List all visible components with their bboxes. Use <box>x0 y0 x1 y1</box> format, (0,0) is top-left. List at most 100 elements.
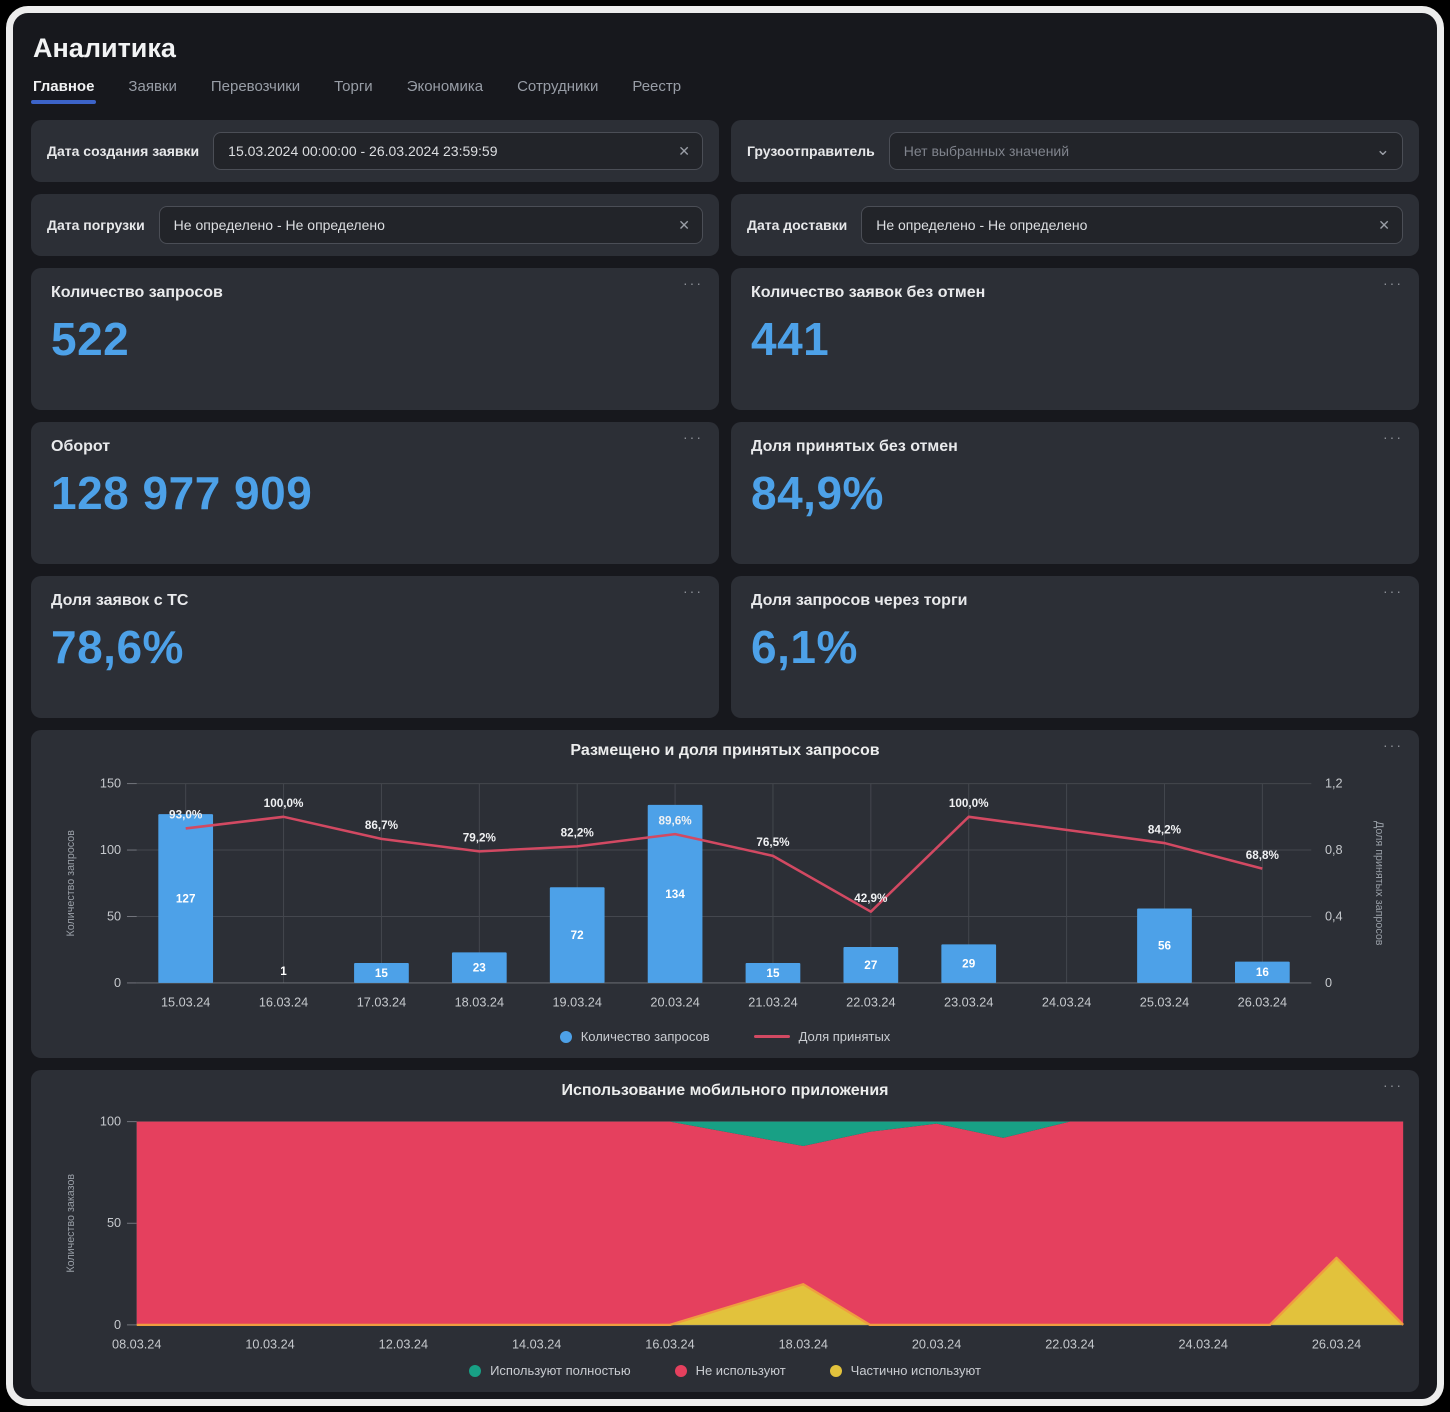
chart-mobile-usage-card: ··· Использование мобильного приложения … <box>31 1070 1419 1393</box>
svg-text:100: 100 <box>100 843 121 857</box>
svg-text:68,8%: 68,8% <box>1246 849 1280 862</box>
chevron-down-icon[interactable]: ⌄ <box>1375 140 1390 159</box>
kpi-value: 522 <box>51 313 130 365</box>
kpi-title: Количество заявок без отмен <box>751 284 986 301</box>
kebab-menu-icon[interactable]: ··· <box>1383 429 1403 445</box>
chart-requests-svg: 0 0 50 0,4 100 0,8 150 1,2 127 1 15 23 72 134 15 27 29 56… <box>39 766 1411 1023</box>
svg-text:29: 29 <box>962 958 976 971</box>
kebab-menu-icon[interactable]: ··· <box>683 275 703 291</box>
clear-icon[interactable]: ✕ <box>1378 217 1390 233</box>
kebab-menu-icon[interactable]: ··· <box>1383 1077 1403 1094</box>
filter-shipper-field[interactable]: ⌄ <box>888 132 1403 170</box>
svg-text:100,0%: 100,0% <box>264 797 304 810</box>
filters-row-2: Дата погрузки ✕ Дата доставки ✕ <box>31 194 1419 256</box>
svg-text:1,2: 1,2 <box>1325 776 1343 790</box>
filter-delivery-date: Дата доставки ✕ <box>731 194 1419 256</box>
svg-text:0,4: 0,4 <box>1325 909 1343 923</box>
svg-text:Доля принятых запросов: Доля принятых запросов <box>1373 821 1385 946</box>
chart-mobile-usage-svg: 0 50 100 08.03.24 10.03.24 12.03.24 14.03.24 16… <box>39 1106 1411 1357</box>
loading-date-input[interactable] <box>171 216 666 234</box>
tab-zayavki[interactable]: Заявки <box>128 78 177 95</box>
filter-shipper: Грузоотправитель ⌄ <box>731 120 1419 182</box>
svg-text:127: 127 <box>176 892 196 905</box>
legend-dot-icon <box>559 1030 572 1043</box>
legend-label: Частично используют <box>850 1363 981 1379</box>
tab-torgi[interactable]: Торги <box>334 78 373 95</box>
delivery-date-input[interactable] <box>874 216 1366 234</box>
filters-row-1: Дата создания заявки ✕ Грузоотправитель … <box>31 120 1419 182</box>
tab-perevozchiki[interactable]: Перевозчики <box>210 78 301 95</box>
svg-text:17.03.24: 17.03.24 <box>357 995 406 1009</box>
svg-text:22.03.24: 22.03.24 <box>846 995 895 1009</box>
svg-text:21.03.24: 21.03.24 <box>748 995 797 1009</box>
kebab-menu-icon[interactable]: ··· <box>683 429 703 445</box>
tab-sotrudniki[interactable]: Сотрудники <box>517 78 599 95</box>
legend-label: Количество запросов <box>580 1029 710 1045</box>
filter-loading-date-field[interactable]: ✕ <box>158 206 703 244</box>
svg-text:1: 1 <box>280 965 287 978</box>
tab-bar: Главное Заявки Перевозчики Торги Экономи… <box>30 78 1417 104</box>
legend-line-icon <box>753 1035 790 1039</box>
app-window: Аналитика Главное Заявки Перевозчики Тор… <box>6 6 1444 1406</box>
svg-text:82,2%: 82,2% <box>561 827 595 840</box>
legend-dot-icon <box>674 1364 687 1377</box>
filter-creation-date-field[interactable]: ✕ <box>213 132 703 170</box>
legend-item-no-use[interactable]: Не используют <box>674 1363 786 1379</box>
svg-text:93,0%: 93,0% <box>169 809 203 822</box>
svg-text:12.03.24: 12.03.24 <box>379 1337 428 1351</box>
filter-loading-date: Дата погрузки ✕ <box>31 194 719 256</box>
svg-text:100: 100 <box>100 1115 121 1129</box>
svg-text:24.03.24: 24.03.24 <box>1179 1337 1228 1351</box>
clear-icon[interactable]: ✕ <box>678 143 690 159</box>
svg-text:18.03.24: 18.03.24 <box>779 1337 828 1351</box>
kpi-value: 441 <box>751 313 830 365</box>
kpi-auction-share: ··· Доля запросов через торги 6,1% <box>731 576 1419 718</box>
svg-text:16.03.24: 16.03.24 <box>259 995 308 1009</box>
filter-delivery-date-field[interactable]: ✕ <box>861 206 1403 244</box>
svg-text:27: 27 <box>864 959 877 972</box>
svg-text:19.03.24: 19.03.24 <box>553 995 602 1009</box>
tab-glavnoe[interactable]: Главное <box>30 78 97 104</box>
legend-dot-icon <box>469 1364 482 1377</box>
kpi-turnover: ··· Оборот 128 977 909 <box>31 422 719 564</box>
creation-date-input[interactable] <box>226 142 666 160</box>
svg-text:20.03.24: 20.03.24 <box>650 995 699 1009</box>
svg-text:89,6%: 89,6% <box>658 814 692 827</box>
kpi-title: Доля запросов через торги <box>751 592 968 609</box>
svg-text:24.03.24: 24.03.24 <box>1042 995 1091 1009</box>
kebab-menu-icon[interactable]: ··· <box>1383 737 1403 753</box>
svg-text:16: 16 <box>1256 966 1270 979</box>
legend-item-accepted[interactable]: Доля принятых <box>753 1029 891 1045</box>
shipper-select[interactable] <box>901 142 1366 160</box>
chart-requests-legend: Количество запросов Доля принятых <box>39 1023 1411 1054</box>
tab-ekonomika[interactable]: Экономика <box>406 78 484 95</box>
legend-item-partial-use[interactable]: Частично используют <box>829 1363 981 1379</box>
filter-shipper-label: Грузоотправитель <box>747 143 875 159</box>
kpi-title: Количество запросов <box>51 284 223 301</box>
svg-text:20.03.24: 20.03.24 <box>912 1337 961 1351</box>
legend-label: Доля принятых <box>798 1029 891 1045</box>
svg-text:79,2%: 79,2% <box>463 832 497 845</box>
filter-loading-date-label: Дата погрузки <box>47 217 145 233</box>
kebab-menu-icon[interactable]: ··· <box>1383 583 1403 599</box>
svg-text:84,2%: 84,2% <box>1148 823 1182 836</box>
legend-item-requests[interactable]: Количество запросов <box>559 1029 710 1045</box>
svg-text:26.03.24: 26.03.24 <box>1238 995 1287 1009</box>
kebab-menu-icon[interactable]: ··· <box>1383 275 1403 291</box>
kpi-orders-no-cancel: ··· Количество заявок без отмен 441 <box>731 268 1419 410</box>
kebab-menu-icon[interactable]: ··· <box>683 583 703 599</box>
tab-reestr[interactable]: Реестр <box>632 78 682 95</box>
chart-mobile-usage-legend: Используют полностью Не используют Части… <box>39 1357 1411 1388</box>
legend-item-full-use[interactable]: Используют полностью <box>469 1363 631 1378</box>
analytics-page: Аналитика Главное Заявки Перевозчики Тор… <box>13 13 1437 1399</box>
chart-requests-title: Размещено и доля принятых запросов <box>570 742 880 759</box>
legend-label: Не используют <box>695 1363 786 1379</box>
kpi-value: 84,9% <box>751 467 884 519</box>
svg-text:15.03.24: 15.03.24 <box>161 995 210 1009</box>
legend-dot-icon <box>829 1364 842 1377</box>
svg-text:26.03.24: 26.03.24 <box>1312 1337 1361 1351</box>
kpi-title: Доля принятых без отмен <box>751 438 958 455</box>
filter-delivery-date-label: Дата доставки <box>747 217 848 233</box>
clear-icon[interactable]: ✕ <box>678 217 690 233</box>
